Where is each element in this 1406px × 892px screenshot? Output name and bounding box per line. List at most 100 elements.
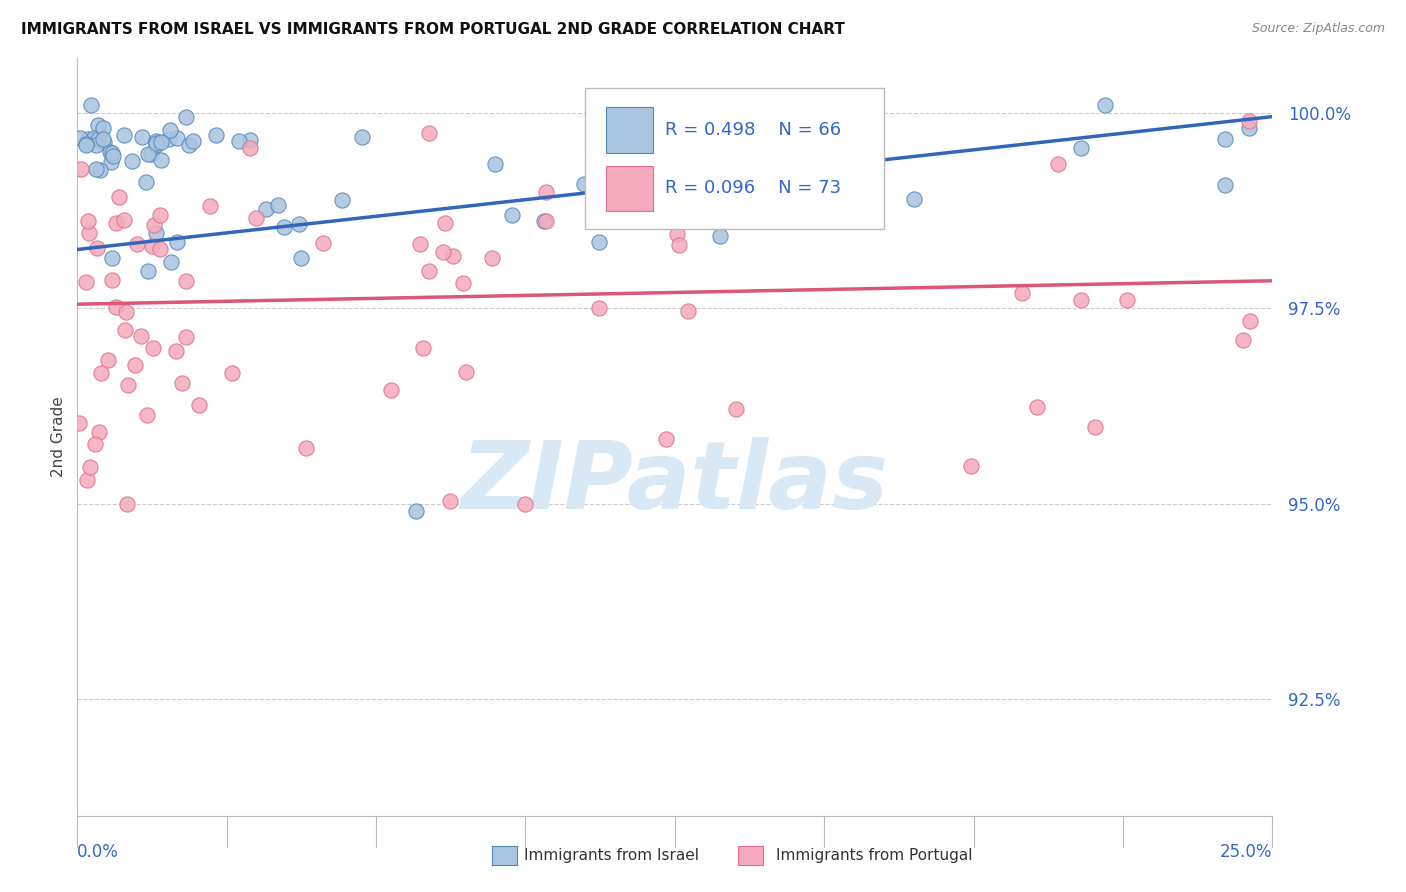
Point <box>655 432 678 446</box>
Point <box>91 121 114 136</box>
Point <box>288 217 311 231</box>
Point <box>93 135 115 149</box>
Point <box>100 155 122 169</box>
Point <box>174 330 197 344</box>
Point <box>142 341 165 355</box>
Point <box>312 236 335 251</box>
Point <box>515 496 537 510</box>
Point <box>439 493 461 508</box>
Point <box>97 352 120 367</box>
Point <box>98 145 121 159</box>
Point <box>104 300 127 314</box>
Point <box>1213 132 1236 146</box>
Text: 0.0%: 0.0% <box>77 843 120 861</box>
Point <box>141 239 163 253</box>
Point <box>76 473 98 487</box>
Point <box>174 274 197 288</box>
Point <box>121 153 143 168</box>
Point <box>484 157 506 171</box>
Point <box>86 137 108 152</box>
Point <box>145 134 167 148</box>
Point <box>75 136 97 151</box>
Point <box>77 132 100 146</box>
Point <box>572 178 595 192</box>
Point <box>245 211 267 225</box>
Point <box>418 126 440 140</box>
Point <box>114 305 136 319</box>
Point <box>135 175 157 189</box>
Point <box>441 249 464 263</box>
Point <box>75 137 97 152</box>
Point <box>1070 293 1092 307</box>
Point <box>136 147 159 161</box>
Point <box>104 216 127 230</box>
Point <box>84 436 107 450</box>
Point <box>290 252 312 266</box>
Point <box>412 341 434 355</box>
Point <box>107 190 129 204</box>
Point <box>1011 285 1033 300</box>
Point <box>350 129 373 144</box>
Point <box>100 251 122 265</box>
Point <box>114 323 136 337</box>
Point <box>676 304 699 318</box>
Bar <box>606 166 654 211</box>
Point <box>159 254 181 268</box>
Point <box>129 328 152 343</box>
Point <box>90 366 112 380</box>
Point <box>188 398 211 412</box>
Point <box>418 264 440 278</box>
Point <box>1115 293 1137 307</box>
Text: 25.0%: 25.0% <box>1220 843 1272 861</box>
Point <box>533 213 555 227</box>
Point <box>1232 333 1254 347</box>
Point <box>181 134 204 148</box>
Point <box>149 242 172 256</box>
Point <box>150 135 173 149</box>
Point <box>101 149 124 163</box>
Point <box>1237 120 1260 135</box>
Point <box>165 344 187 359</box>
Point <box>101 145 124 160</box>
Point <box>451 277 474 291</box>
Text: Immigrants from Portugal: Immigrants from Portugal <box>776 848 973 863</box>
Text: Immigrants from Israel: Immigrants from Israel <box>524 848 699 863</box>
Point <box>534 185 557 199</box>
Point <box>86 241 108 255</box>
Point <box>959 458 981 473</box>
Point <box>409 236 432 251</box>
Point <box>534 214 557 228</box>
Point <box>432 245 454 260</box>
Point <box>666 227 689 241</box>
Point <box>145 226 167 240</box>
Point <box>330 193 353 207</box>
Point <box>172 376 194 390</box>
Point <box>142 218 165 232</box>
Point <box>1070 141 1092 155</box>
Point <box>1213 178 1236 193</box>
Point <box>588 301 610 316</box>
Point <box>115 497 138 511</box>
Point <box>100 272 122 286</box>
Point <box>87 425 110 440</box>
Point <box>205 128 228 143</box>
Point <box>1026 400 1049 414</box>
Point <box>84 161 107 176</box>
Point <box>145 138 167 153</box>
Bar <box>606 107 654 153</box>
Point <box>76 213 98 227</box>
Point <box>1094 98 1116 112</box>
Point <box>124 359 146 373</box>
Point <box>613 169 636 183</box>
Point <box>588 235 610 249</box>
Point <box>273 220 295 235</box>
Point <box>166 131 188 145</box>
Point <box>179 138 201 153</box>
Point <box>645 162 668 177</box>
Point <box>77 226 100 240</box>
Point <box>454 365 477 379</box>
Point <box>730 136 752 151</box>
Point <box>221 366 243 380</box>
Point <box>405 504 427 518</box>
Point <box>709 229 731 244</box>
